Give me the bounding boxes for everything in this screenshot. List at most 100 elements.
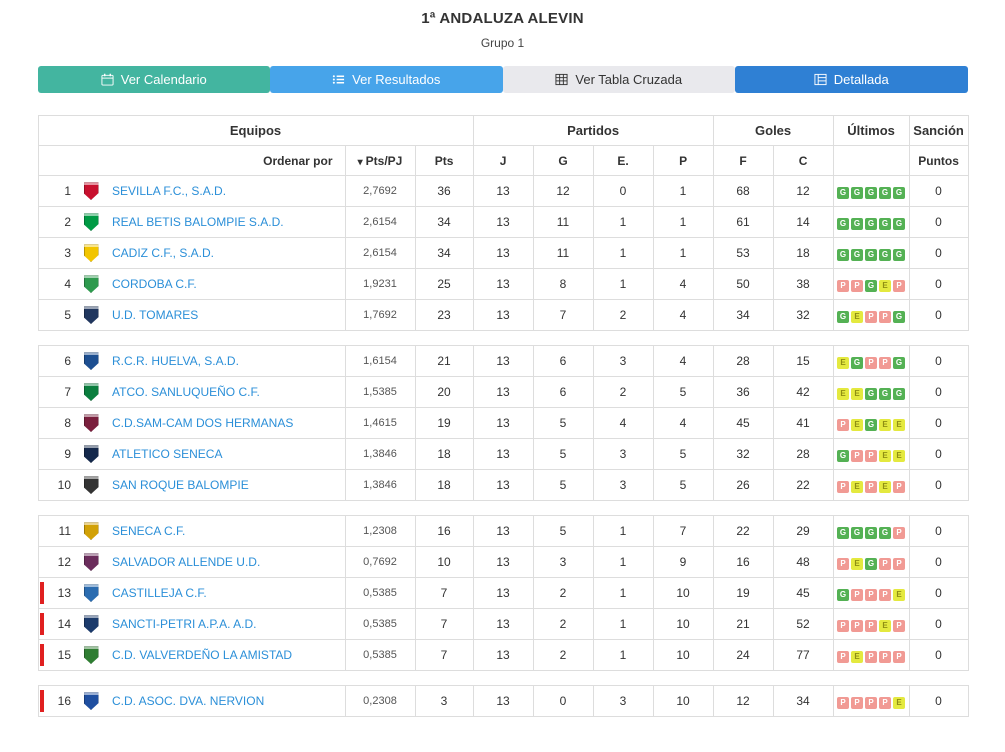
- pts-pj-value: 1,3846: [344, 469, 416, 501]
- team-link[interactable]: SAN ROQUE BALOMPIE: [112, 478, 249, 492]
- team-link[interactable]: C.D. VALVERDEÑO LA AMISTAD: [112, 648, 293, 662]
- team-crest-icon: [83, 692, 99, 710]
- position: 10: [48, 469, 76, 501]
- played-value: 13: [472, 546, 534, 578]
- form-badge-p: P: [865, 696, 877, 709]
- lost-value: 9: [652, 546, 714, 578]
- drawn-value: 2: [592, 376, 654, 408]
- form-badge-p: P: [865, 588, 877, 601]
- lost-value: 10: [652, 685, 714, 717]
- marker-cell: [37, 438, 48, 470]
- pts-pj-value: 1,2308: [344, 515, 416, 547]
- form-badge-g: G: [865, 418, 877, 431]
- goals-against-value: 29: [772, 515, 834, 547]
- form-badge-g: G: [851, 526, 863, 539]
- sancion-value: 0: [908, 237, 969, 269]
- page-container: 1ª ANDALUZA ALEVIN Grupo 1 Ver Calendari…: [37, 0, 969, 717]
- form-badge-g: G: [893, 217, 905, 230]
- team-link[interactable]: SEVILLA F.C., S.A.D.: [112, 184, 227, 198]
- form-badge-g: G: [879, 387, 891, 400]
- goals-against-value: 34: [772, 685, 834, 717]
- team-link[interactable]: CADIZ C.F., S.A.D.: [112, 246, 215, 260]
- crest-cell: [76, 407, 106, 439]
- goals-against-value: 48: [772, 546, 834, 578]
- goals-against-value: 52: [772, 608, 834, 640]
- marker-cell: [37, 299, 48, 331]
- team-link[interactable]: U.D. TOMARES: [112, 308, 199, 322]
- form-badge-p: P: [893, 480, 905, 493]
- team-link[interactable]: C.D. ASOC. DVA. NERVION: [112, 694, 265, 708]
- team-link[interactable]: ATLETICO SENECA: [112, 447, 223, 461]
- team-crest-icon: [83, 553, 99, 571]
- sub-header-row: Ordenar por ▾ Pts/PJ Pts J G E. P F C Pun…: [37, 145, 969, 176]
- position: 2: [48, 206, 76, 238]
- standings-section: Equipos Partidos Goles Últimos Sanción O…: [37, 115, 969, 717]
- position: 3: [48, 237, 76, 269]
- goals-against-value: 38: [772, 268, 834, 300]
- played-value: 13: [472, 268, 534, 300]
- standings-block-table: 1 SEVILLA F.C., S.A.D. 2,7692 36 13 12 0…: [37, 175, 969, 331]
- crest-cell: [76, 577, 106, 609]
- lost-value: 1: [652, 206, 714, 238]
- won-value: 2: [532, 577, 594, 609]
- goals-against-value: 18: [772, 237, 834, 269]
- standings-block-table: 6 R.C.R. HUELVA, S.A.D. 1,6154 21 13 6 3…: [37, 345, 969, 501]
- team-link[interactable]: C.D.SAM-CAM DOS HERMANAS: [112, 416, 294, 430]
- table-row: 16 C.D. ASOC. DVA. NERVION 0,2308 3 13 0…: [37, 685, 969, 717]
- tab-ver-calendario[interactable]: Ver Calendario: [37, 66, 270, 93]
- team-cell: C.D. ASOC. DVA. NERVION: [106, 685, 346, 717]
- page-title: 1ª ANDALUZA ALEVIN: [421, 10, 584, 27]
- team-crest-icon: [83, 584, 99, 602]
- header-equipos: Equipos: [37, 115, 474, 146]
- form-badge-p: P: [851, 619, 863, 632]
- team-cell: ATCO. SANLUQUEÑO C.F.: [106, 376, 346, 408]
- table-row: 4 CORDOBA C.F. 1,9231 25 13 8 1 4 50 38 …: [37, 268, 969, 300]
- drawn-value: 1: [592, 608, 654, 640]
- played-value: 13: [472, 175, 534, 207]
- goals-against-value: 28: [772, 438, 834, 470]
- position: 8: [48, 407, 76, 439]
- form-badge-p: P: [865, 310, 877, 323]
- sancion-value: 0: [908, 438, 969, 470]
- team-link[interactable]: CORDOBA C.F.: [112, 277, 197, 291]
- sancion-value: 0: [908, 175, 969, 207]
- standings-header-table: Equipos Partidos Goles Últimos Sanción O…: [37, 115, 969, 176]
- sancion-value: 0: [908, 577, 969, 609]
- played-value: 13: [472, 438, 534, 470]
- form-badge-g: G: [865, 526, 877, 539]
- won-value: 11: [532, 206, 594, 238]
- table-row: 5 U.D. TOMARES 1,7692 23 13 7 2 4 34 32 …: [37, 299, 969, 331]
- form-badge-p: P: [837, 480, 849, 493]
- pts-pj-value: 1,6154: [344, 345, 416, 377]
- won-value: 5: [532, 469, 594, 501]
- form-badge-g: G: [851, 217, 863, 230]
- tab-ver-resultados[interactable]: Ver Resultados: [270, 66, 503, 93]
- team-link[interactable]: SANCTI-PETRI A.P.A. A.D.: [112, 617, 257, 631]
- team-cell: C.D. VALVERDEÑO LA AMISTAD: [106, 639, 346, 671]
- pts-pj-value: 0,5385: [344, 608, 416, 640]
- team-crest-icon: [83, 352, 99, 370]
- sort-selector[interactable]: ▾ Pts/PJ: [344, 145, 416, 176]
- pts-pj-value: 1,4615: [344, 407, 416, 439]
- form-badge-g: G: [879, 526, 891, 539]
- goals-against-value: 14: [772, 206, 834, 238]
- team-link[interactable]: ATCO. SANLUQUEÑO C.F.: [112, 385, 260, 399]
- played-value: 13: [472, 469, 534, 501]
- team-link[interactable]: SENECA C.F.: [112, 524, 186, 538]
- table-row: 8 C.D.SAM-CAM DOS HERMANAS 1,4615 19 13 …: [37, 407, 969, 439]
- team-link[interactable]: R.C.R. HUELVA, S.A.D.: [112, 354, 239, 368]
- lost-value: 4: [652, 299, 714, 331]
- goals-for-value: 61: [712, 206, 774, 238]
- tab-ver-tabla-cruzada[interactable]: Ver Tabla Cruzada: [502, 66, 735, 93]
- team-crest-icon: [83, 414, 99, 432]
- team-link[interactable]: REAL BETIS BALOMPIE S.A.D.: [112, 215, 284, 229]
- team-link[interactable]: CASTILLEJA C.F.: [112, 586, 207, 600]
- lost-value: 1: [652, 175, 714, 207]
- header-pts[interactable]: Pts: [414, 145, 474, 176]
- tab-detallada[interactable]: Detallada: [735, 66, 968, 93]
- team-link[interactable]: SALVADOR ALLENDE U.D.: [112, 555, 261, 569]
- table-row: 12 SALVADOR ALLENDE U.D. 0,7692 10 13 3 …: [37, 546, 969, 578]
- pts-value: 18: [414, 469, 474, 501]
